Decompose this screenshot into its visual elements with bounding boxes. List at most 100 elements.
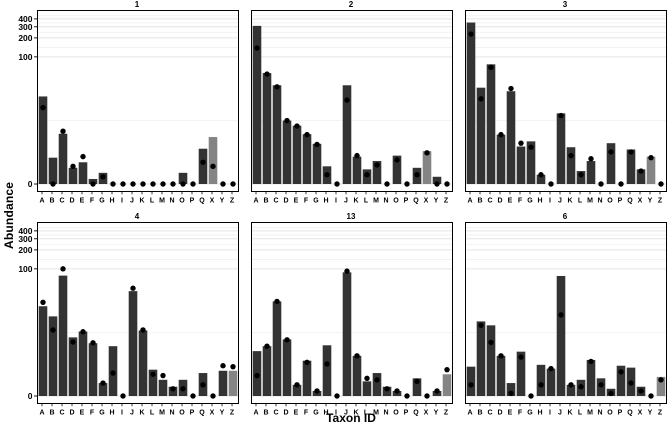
x-tick-label-B: B [49,198,54,205]
bar-A [38,96,48,184]
y-tick-label-0: 0 [28,391,33,401]
point-D [498,353,504,359]
point-Y [220,363,226,369]
point-F [518,354,524,360]
x-tick-label-H: H [109,410,114,417]
point-A [40,299,46,305]
point-G [314,141,320,148]
x-tick-label-X: X [210,198,215,205]
x-tick-label-K: K [567,410,572,417]
bar-A [252,25,262,184]
x-tick-label-D: D [69,198,74,205]
x-tick-label-H: H [109,198,114,205]
x-tick-label-M: M [159,198,165,205]
x-tick-label-X: X [424,198,429,205]
x-tick-label-C: C [273,410,278,417]
bar-K [566,147,576,184]
point-M [374,377,380,383]
point-Y [220,181,226,187]
point-M [160,181,166,187]
x-tick-label-X: X [424,410,429,417]
x-tick-label-J: J [558,410,562,417]
x-tick-label-C: C [59,410,64,417]
x-tick-label-J: J [130,410,134,417]
x-tick-label-P: P [190,410,195,417]
point-J [130,181,136,187]
bar-X [422,151,432,184]
x-tick-label-P: P [190,198,195,205]
point-D [70,163,76,170]
x-tick-label-A: A [467,410,472,417]
x-tick-label-I: I [121,198,123,205]
point-I [120,393,126,399]
x-tick-label-X: X [638,410,643,417]
x-tick-label-X: X [638,198,643,205]
bar-C [58,133,68,184]
bar-J [556,113,566,184]
point-K [354,152,360,159]
point-H [110,370,116,376]
x-tick-label-J: J [344,410,348,417]
x-tick-label-C: C [273,198,278,205]
x-tick-label-Q: Q [627,198,633,205]
x-tick-label-P: P [618,410,623,417]
x-tick-label-Y: Y [434,198,439,205]
x-tick-label-F: F [518,198,523,205]
y-tick-label-100: 100 [18,264,32,274]
point-B [264,343,270,349]
point-E [508,390,514,397]
x-tick-label-Z: Z [658,410,663,417]
x-tick-label-N: N [383,410,388,417]
x-tick-label-F: F [518,410,523,417]
bar-Y [646,156,656,184]
bar-M [372,373,382,396]
bar-X [636,169,646,184]
point-N [384,181,390,187]
bar-J [342,85,352,184]
x-axis-title: Taxon ID [326,411,376,425]
x-tick-label-I: I [335,410,337,417]
bar-F [516,351,526,396]
x-tick-label-J: J [558,198,562,205]
bar-A [38,306,48,396]
point-H [110,181,116,187]
bar-J [342,272,352,396]
x-tick-label-B: B [263,410,268,417]
y-tick-label-300: 300 [18,234,32,244]
point-H [324,361,330,367]
point-I [548,365,554,372]
bar-A [466,366,476,396]
bar-A [466,22,476,184]
x-tick-label-L: L [150,198,155,205]
point-Y [648,393,654,399]
point-C [274,298,280,305]
point-Q [414,172,420,178]
bar-E [292,125,302,184]
x-tick-label-N: N [169,198,174,205]
x-tick-label-G: G [313,410,319,417]
point-L [364,375,370,382]
point-F [304,359,310,365]
point-I [548,181,554,187]
bar-B [262,73,272,184]
point-E [80,153,86,160]
bar-J [128,291,138,396]
point-X [424,393,430,399]
bar-D [496,355,506,396]
x-tick-label-D: D [497,198,502,205]
bar-B [476,87,486,184]
point-B [264,71,270,77]
point-N [170,181,176,187]
point-F [90,181,96,187]
x-tick-label-M: M [587,198,593,205]
point-X [638,388,644,394]
point-I [120,181,126,187]
bar-D [282,120,292,184]
facet-title-6: 6 [562,212,568,221]
bar-I [546,368,556,396]
point-F [518,140,524,146]
point-A [40,104,46,111]
